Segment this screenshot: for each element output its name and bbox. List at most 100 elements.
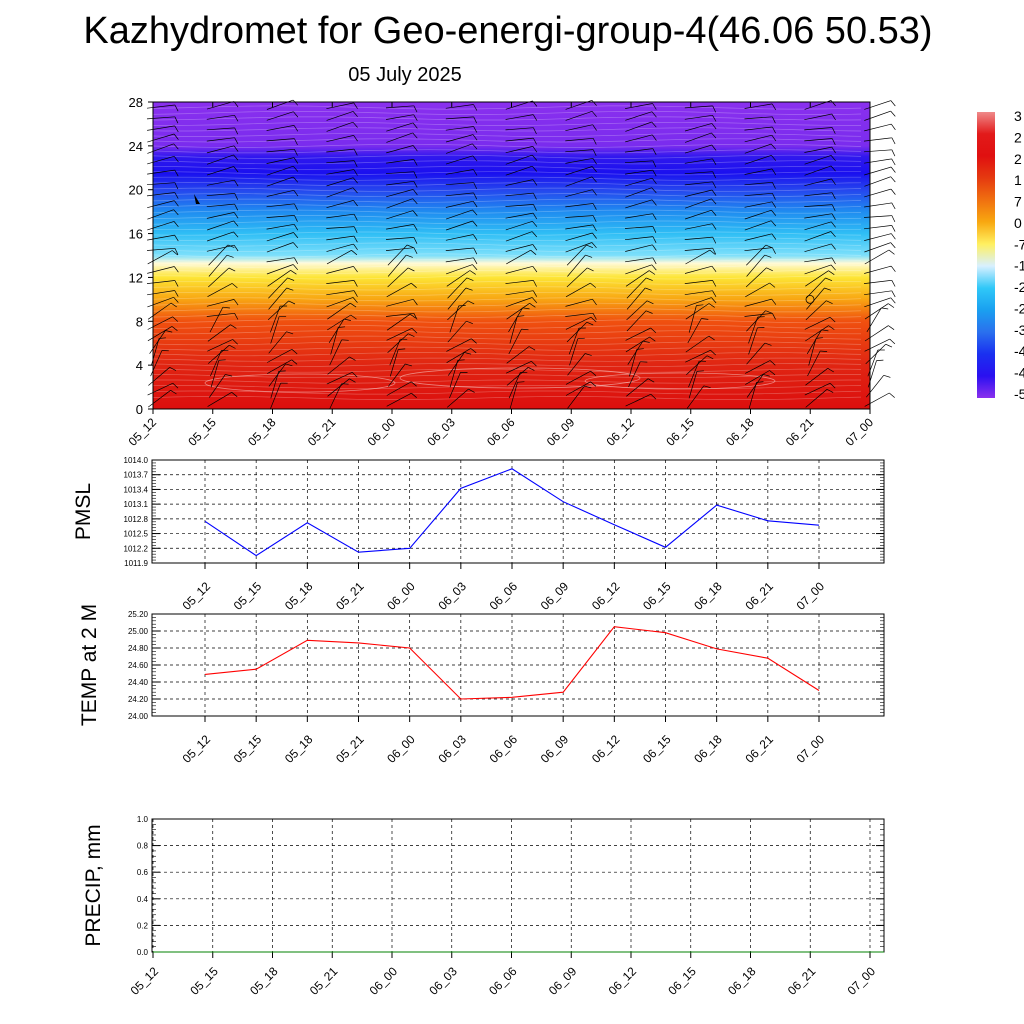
heatmap-field: [153, 102, 870, 409]
wind-barb-shaft: [565, 312, 594, 317]
contour-loop: [399, 367, 641, 389]
wind-barb-shaft: [445, 209, 473, 220]
wind-barb-shaft: [206, 312, 235, 317]
wind-barb-flag: [173, 221, 179, 228]
wind-barb-flag: [353, 148, 358, 156]
wind-barb-shaft: [746, 254, 765, 277]
wind-barb-flag: [468, 388, 475, 393]
x-tick-label: 05_12: [180, 579, 214, 613]
wind-barb-shaft: [326, 135, 354, 143]
wind-barb-flag: [172, 316, 179, 322]
wind-barb-shaft: [565, 176, 593, 187]
wind-barb-flag: [233, 299, 239, 306]
wind-barb-flag: [651, 121, 657, 128]
colorbar-label: 3: [1014, 108, 1022, 124]
wind-barb-shaft: [866, 375, 884, 398]
wind-barb-shaft: [804, 127, 833, 131]
wind-barb-flag: [831, 113, 836, 121]
wind-barb-flag: [888, 325, 895, 330]
wind-barb-flag: [412, 198, 418, 205]
wind-barb-shaft: [386, 327, 413, 341]
wind-barb-shaft: [445, 116, 474, 120]
wind-barb-flag: [831, 127, 836, 134]
wind-barb-flag: [651, 264, 657, 271]
wind-barb-flag: [173, 143, 179, 150]
x-tick-label: 06_18: [723, 415, 757, 449]
wind-barb-flag: [172, 382, 179, 389]
wind-barb-shaft: [147, 234, 175, 241]
wind-barb-shaft: [268, 363, 286, 387]
wind-barb-shaft: [505, 297, 533, 308]
wind-barb-flag: [353, 226, 358, 234]
wind-barb-flag: [472, 220, 478, 227]
wind-barb-flag: [885, 343, 893, 348]
wind-barb-flag: [350, 314, 357, 320]
wind-barb-flag: [173, 209, 179, 216]
wind-barb-flag: [407, 333, 415, 338]
wind-barb-shaft: [208, 267, 230, 288]
wind-barb-flag: [290, 270, 297, 275]
wind-barb-shaft: [449, 360, 459, 388]
wind-barb-flag: [293, 232, 299, 239]
wind-barb-shaft: [505, 146, 533, 154]
wind-barb-flag: [890, 166, 896, 173]
wind-barb-flag: [532, 165, 538, 172]
wind-barb-shaft: [864, 392, 890, 407]
wind-barb-shaft: [565, 189, 593, 198]
wind-barb-shaft: [626, 378, 649, 397]
wind-barb-flag: [473, 126, 478, 133]
wind-barb-flag: [771, 209, 777, 216]
x-tick-label: 06_21: [785, 964, 819, 998]
wind-barb-shaft: [804, 382, 831, 396]
wind-barb-shaft: [146, 182, 175, 186]
calm-wind-marker: [805, 294, 815, 304]
wind-barb-shaft: [206, 154, 234, 165]
wind-barb-flag: [771, 135, 777, 142]
wind-barb-shaft: [684, 209, 712, 220]
wind-barb-flag: [343, 318, 351, 321]
colorbar: [977, 112, 995, 398]
wind-barb-flag: [413, 313, 418, 320]
wind-barb-shaft: [624, 160, 653, 164]
y-tick-label: 0.6: [137, 868, 149, 877]
wind-barb-flag: [712, 280, 717, 287]
wind-barb-shaft: [386, 224, 414, 230]
wind-barb-flag: [532, 266, 538, 273]
wind-barb-flag: [592, 189, 597, 196]
wind-barb-flag: [531, 361, 537, 367]
wind-barb-shaft: [684, 290, 713, 296]
wind-barb-flag: [712, 171, 717, 179]
x-tick-label: 06_18: [691, 732, 725, 766]
wind-barb-flag: [293, 111, 299, 118]
wind-barb-shaft: [685, 249, 711, 265]
wind-barb-flag: [398, 348, 406, 350]
wind-barb-shaft: [864, 233, 892, 241]
wind-barb-shaft: [266, 125, 295, 131]
wind-barb-flag: [532, 290, 538, 297]
wind-barb-shaft: [565, 282, 591, 298]
wind-barb-flag: [353, 214, 358, 221]
y-tick-label: 1012.2: [124, 544, 149, 553]
wind-barb-shaft: [567, 353, 586, 376]
wind-barb-shaft: [386, 122, 414, 132]
wind-barb-shaft: [270, 371, 280, 399]
wind-barb-shaft: [206, 212, 235, 219]
wind-barb-flag: [830, 264, 836, 271]
wind-barb-flag: [472, 143, 478, 150]
wind-barb-shaft: [565, 298, 593, 307]
wind-barb-shaft: [326, 111, 354, 121]
wind-barb-shaft: [685, 349, 711, 363]
wind-barb-flag: [231, 392, 238, 397]
wind-barb-shaft: [625, 327, 651, 341]
wind-barb-flag: [353, 266, 358, 273]
wind-barb-flag: [293, 190, 299, 197]
wind-barb-flag: [766, 267, 773, 272]
wind-barb-shaft: [685, 335, 709, 353]
wind-barb-flag: [218, 359, 226, 361]
wind-barb-shaft: [147, 169, 175, 175]
contour-line: [152, 302, 862, 307]
wind-barb-shaft: [445, 200, 474, 208]
y-tick-label: 8: [136, 314, 143, 329]
x-tick-label: 06_09: [544, 415, 578, 449]
wind-barb-shaft: [148, 367, 170, 386]
